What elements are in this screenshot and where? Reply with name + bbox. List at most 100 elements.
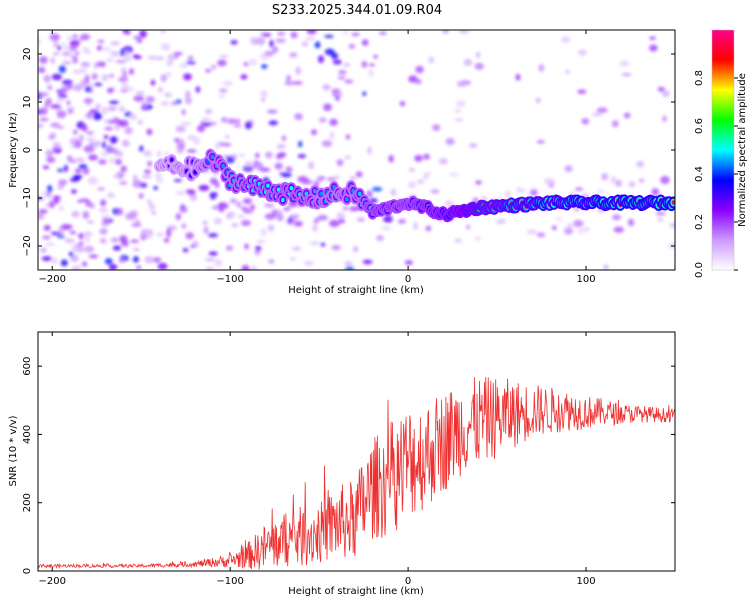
spectrogram-cell bbox=[72, 84, 84, 92]
spectrogram-cell bbox=[71, 55, 78, 60]
spectrogram-cell bbox=[313, 217, 319, 224]
y-tick-label: 0 bbox=[22, 147, 33, 153]
spectrogram-cell bbox=[219, 54, 229, 59]
spectrogram-cell bbox=[43, 225, 51, 231]
spectrogram-cell bbox=[175, 191, 187, 196]
spectrogram-cell bbox=[58, 179, 68, 186]
spectrogram-cell bbox=[60, 259, 68, 267]
spectrogram-cell bbox=[78, 134, 84, 143]
spectrogram-cell bbox=[253, 160, 260, 166]
spectrogram-cell bbox=[101, 220, 110, 227]
spectrogram-cell bbox=[66, 100, 71, 106]
spectrogram-cell bbox=[139, 182, 148, 188]
spectrogram-cell bbox=[46, 156, 56, 164]
spectrogram-cell bbox=[84, 236, 90, 243]
spectrogram-cell bbox=[56, 110, 67, 119]
spectrogram-cell bbox=[367, 146, 372, 155]
spectrogram-cell bbox=[56, 98, 65, 103]
spectrogram-cell bbox=[221, 117, 228, 123]
colorbar-frame bbox=[711, 29, 735, 271]
spectrogram-cell bbox=[352, 246, 359, 253]
spectrogram-cell bbox=[428, 56, 435, 64]
colorbar-tick-label: 0.6 bbox=[694, 118, 705, 134]
spectrogram-cell bbox=[581, 118, 590, 125]
spectrogram-cell bbox=[176, 147, 184, 154]
spectrogram-cell bbox=[77, 199, 84, 203]
spectrogram-x-label: Height of straight line (km) bbox=[288, 285, 424, 296]
spectrogram-cell bbox=[189, 194, 198, 202]
spectrogram-cell bbox=[96, 45, 103, 51]
spectrogram-cell bbox=[147, 55, 157, 60]
spectrogram-cell bbox=[96, 141, 101, 145]
spectrogram-cell bbox=[57, 125, 65, 130]
spectrogram-cell bbox=[81, 46, 88, 53]
spectrogram-cell bbox=[165, 60, 174, 66]
spectrogram-cell bbox=[108, 192, 114, 197]
spectrogram-cell bbox=[110, 237, 120, 243]
spectrogram-cell bbox=[101, 106, 109, 115]
snr-x-label: Height of straight line (km) bbox=[288, 586, 424, 597]
spectrogram-cell bbox=[141, 174, 152, 179]
y-tick-label: 20 bbox=[22, 48, 33, 61]
spectrogram-cell bbox=[454, 117, 464, 122]
spectrogram-y-label: Frequency (Hz) bbox=[8, 112, 19, 188]
spectrogram-cell bbox=[408, 167, 415, 173]
spectrogram-cell bbox=[651, 188, 660, 196]
spectrogram-cell bbox=[326, 176, 337, 182]
spectrogram-cell bbox=[390, 188, 397, 196]
spectrogram-cell bbox=[348, 206, 360, 212]
ridge-core bbox=[276, 187, 281, 192]
spectrogram-cell bbox=[275, 38, 286, 43]
spectrogram-cell bbox=[124, 30, 131, 35]
spectrogram-cell bbox=[50, 132, 57, 140]
spectrogram-cell bbox=[298, 140, 303, 148]
spectrogram-cell bbox=[662, 176, 668, 183]
spectrogram-cell bbox=[415, 65, 424, 74]
spectrogram-cell bbox=[51, 73, 63, 81]
spectrogram-cell bbox=[98, 159, 107, 165]
spectrogram-cell bbox=[86, 130, 94, 135]
spectrogram-cell bbox=[89, 203, 95, 209]
spectrogram-cell bbox=[171, 101, 178, 106]
spectrogram-cell bbox=[368, 63, 375, 67]
spectrogram-cell bbox=[226, 211, 236, 219]
spectrogram-cell bbox=[408, 181, 417, 189]
spectrogram-cell bbox=[47, 84, 53, 91]
spectrogram-cell bbox=[38, 213, 45, 220]
spectrogram-cell bbox=[124, 126, 133, 135]
spectrogram-cell bbox=[122, 139, 130, 148]
spectrogram-cell bbox=[88, 154, 98, 161]
spectrogram-cell bbox=[69, 177, 80, 182]
ridge-core bbox=[221, 163, 225, 169]
spectrogram-cell bbox=[79, 33, 91, 41]
spectrogram-cell bbox=[104, 258, 113, 265]
spectrogram-cell bbox=[265, 151, 273, 159]
spectrogram-cell bbox=[56, 235, 66, 239]
spectrogram-cell bbox=[185, 61, 196, 65]
spectrogram-cell bbox=[160, 43, 171, 51]
spectrogram-cell bbox=[231, 223, 238, 227]
spectrogram-cell bbox=[368, 198, 378, 204]
spectrogram-cell bbox=[636, 160, 645, 168]
spectrogram-cell bbox=[49, 200, 55, 209]
spectrogram-cell bbox=[58, 65, 66, 74]
spectrogram-cell bbox=[215, 180, 220, 189]
snr-series-line bbox=[38, 376, 675, 570]
spectrogram-cell bbox=[116, 150, 124, 158]
spectrogram-cell bbox=[344, 79, 354, 84]
spectrogram-cell bbox=[218, 202, 229, 210]
spectrogram-cell bbox=[89, 108, 99, 114]
spectrogram-cell bbox=[46, 184, 53, 193]
spectrogram-cell bbox=[248, 58, 258, 66]
spectrogram-cell bbox=[45, 191, 52, 199]
spectrogram-cell bbox=[229, 198, 238, 204]
colorbar-tick-label: 0.8 bbox=[694, 70, 705, 86]
spectrogram-cell bbox=[121, 67, 127, 75]
spectrogram-cell bbox=[448, 172, 459, 177]
spectrogram-cell bbox=[337, 76, 346, 80]
spectrogram-cell bbox=[147, 199, 152, 205]
spectrogram-cell bbox=[577, 49, 587, 56]
spectrogram-cell bbox=[320, 242, 326, 247]
spectrogram-cell bbox=[63, 164, 69, 173]
spectrogram-cell bbox=[209, 192, 219, 197]
